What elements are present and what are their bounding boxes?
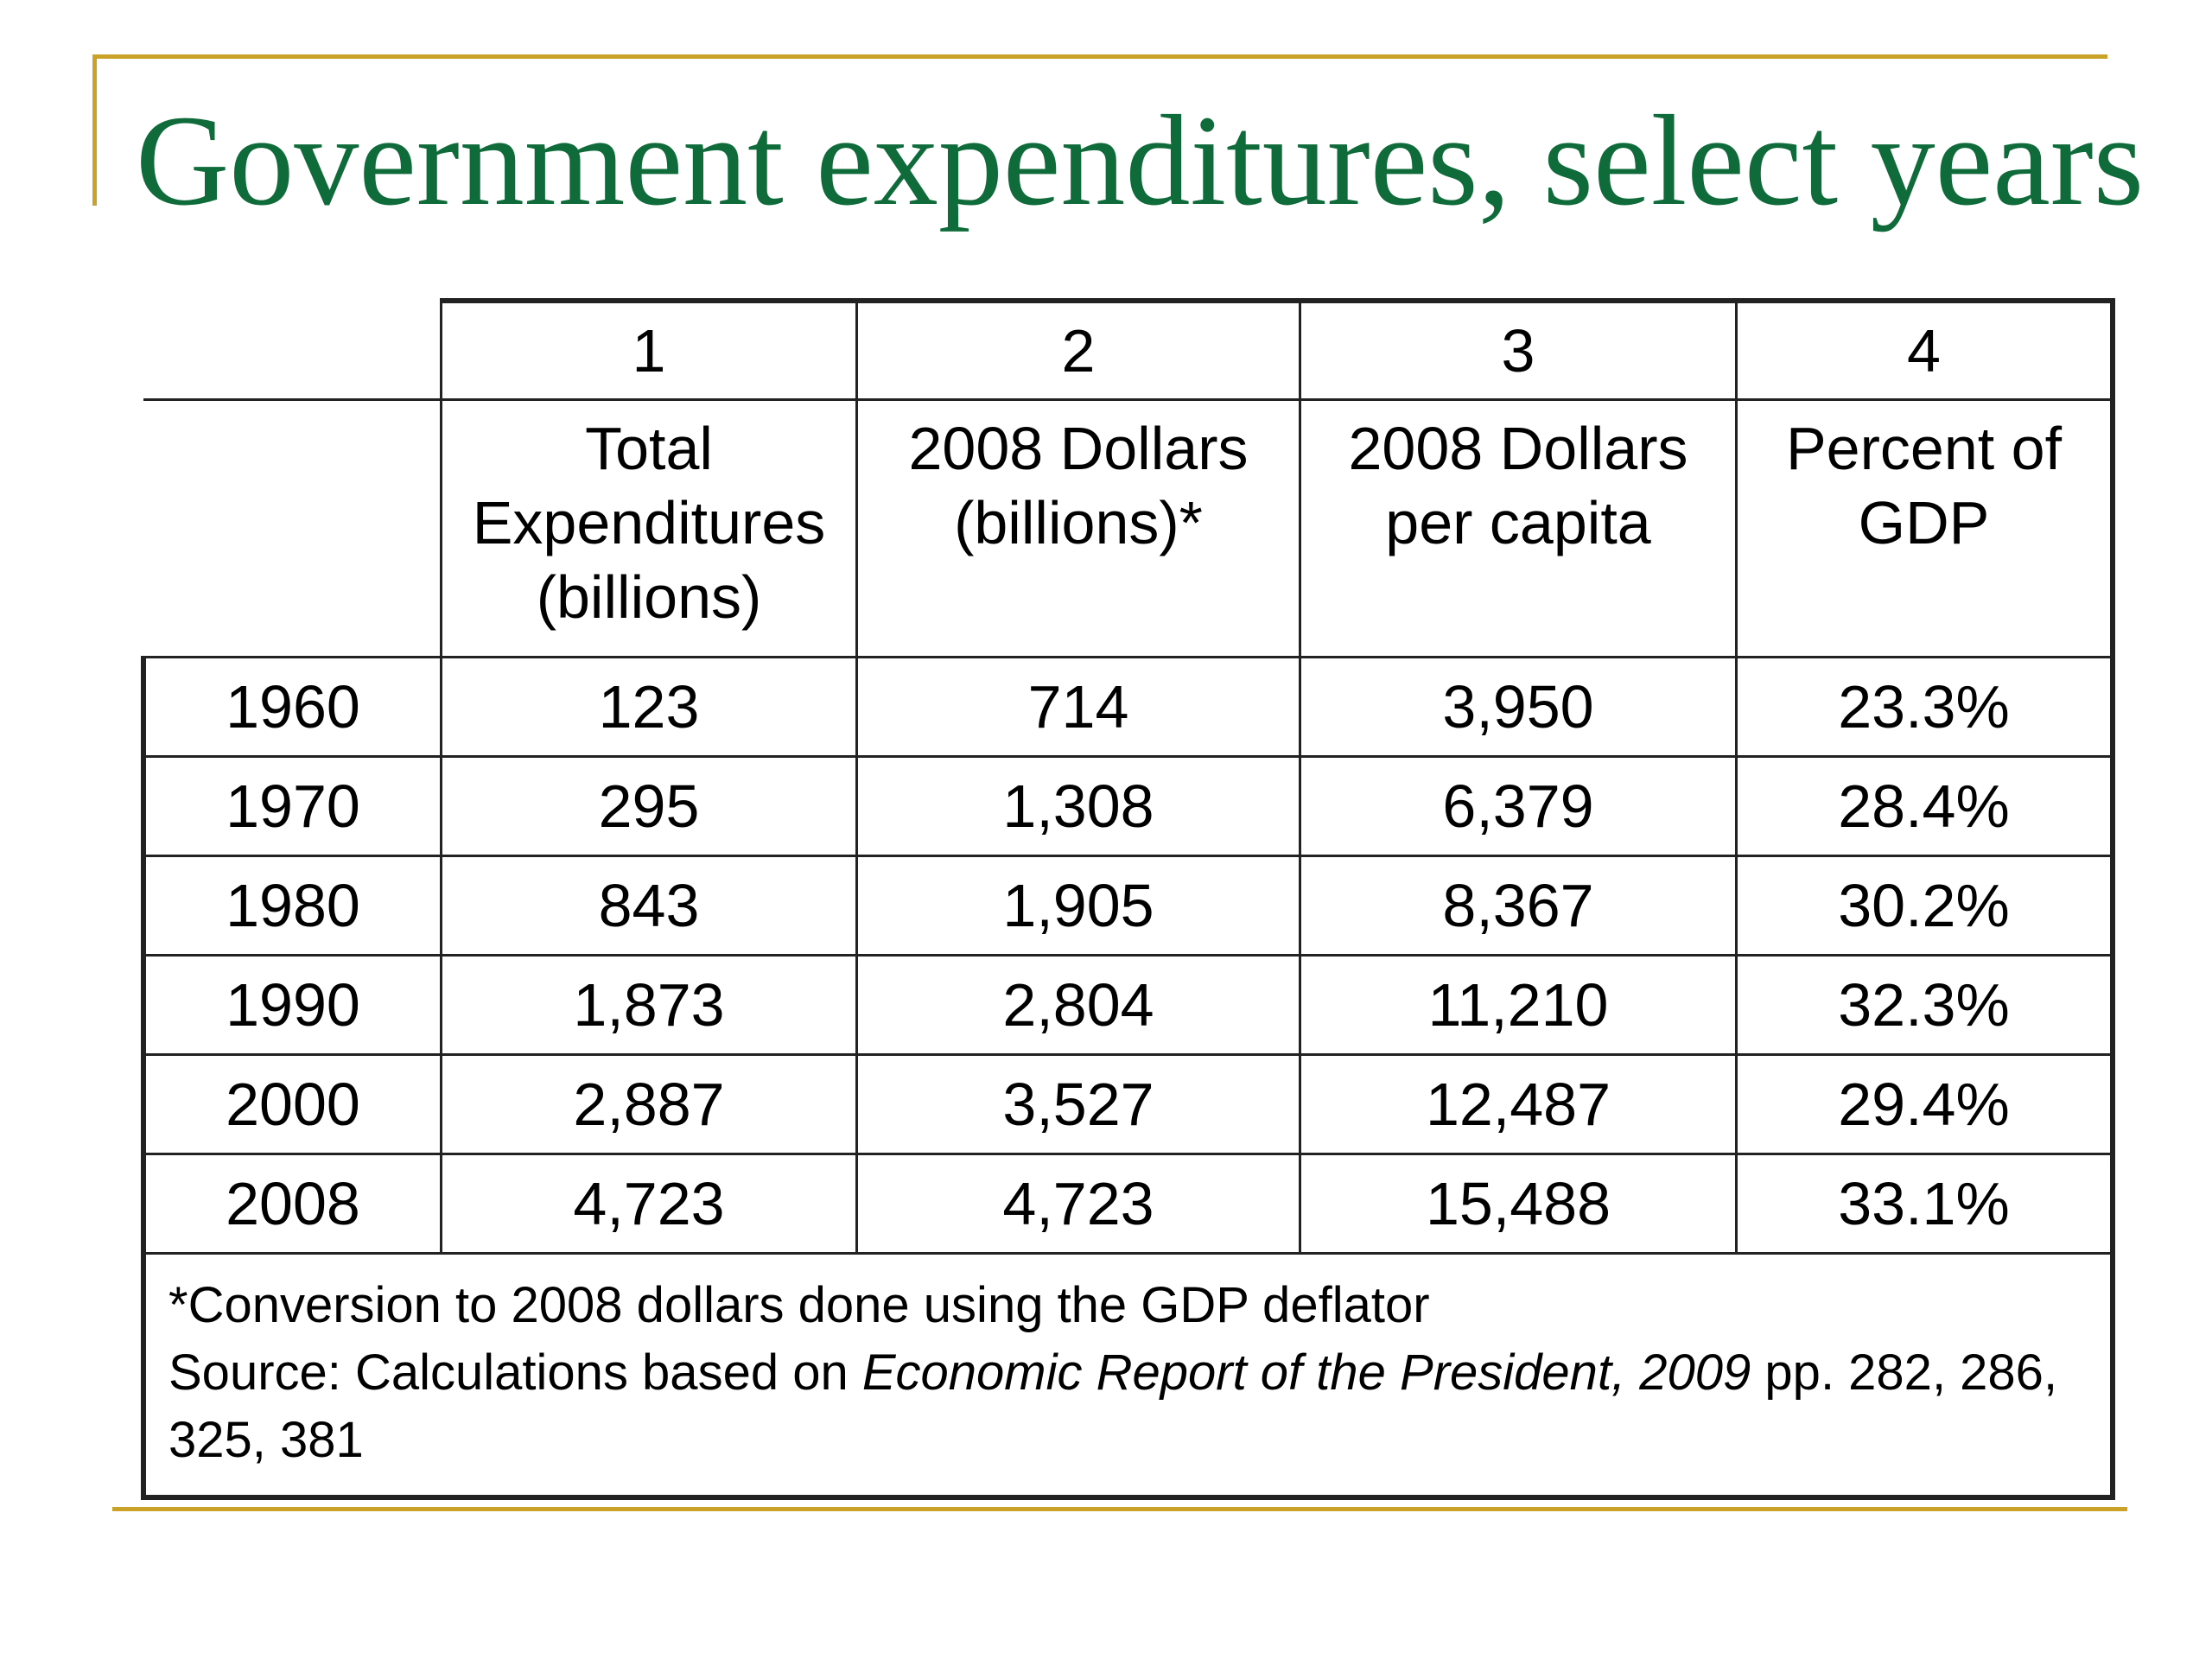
column-label-2008-dollars: 2008 Dollars (billions)* [855, 398, 1301, 658]
column-label-line: (billions)* [954, 489, 1203, 556]
per-capita-cell: 6,379 [1299, 755, 1738, 857]
column-label-line: Expenditures [472, 489, 826, 556]
table-row: 1980 843 1,905 8,367 30.2% [141, 855, 2115, 957]
total-cell: 2,887 [440, 1053, 858, 1155]
year-cell: 2000 [141, 1053, 442, 1155]
table-row: 1960 123 714 3,950 23.3% [141, 656, 2115, 758]
total-cell: 1,873 [440, 954, 858, 1056]
column-number-row: 1 2 3 4 [143, 298, 2115, 401]
footnote-row: *Conversion to 2008 dollars done using t… [141, 1252, 2115, 1500]
column-label-line: (billions) [536, 563, 762, 631]
dollars-2008-cell: 2,804 [855, 954, 1301, 1056]
column-label-total: Total Expenditures (billions) [440, 398, 858, 658]
column-number: 1 [440, 298, 858, 401]
column-label-line: per capita [1385, 489, 1651, 556]
per-capita-cell: 12,487 [1299, 1053, 1738, 1155]
column-label-percent-gdp: Percent of GDP [1735, 398, 2115, 658]
column-label-line: GDP [1858, 489, 1990, 556]
column-number: 4 [1735, 298, 2115, 401]
corner-cell [143, 399, 442, 658]
percent-gdp-cell: 33.1% [1735, 1153, 2115, 1255]
total-cell: 843 [440, 855, 858, 957]
year-cell: 2008 [141, 1153, 442, 1255]
total-cell: 4,723 [440, 1153, 858, 1255]
source-prefix: Source: Calculations based on [168, 1344, 862, 1401]
year-cell: 1980 [141, 855, 442, 957]
percent-gdp-cell: 23.3% [1735, 656, 2115, 758]
table-row: 1990 1,873 2,804 11,210 32.3% [141, 954, 2115, 1056]
per-capita-cell: 8,367 [1299, 855, 1738, 957]
column-label-line: Percent of [1785, 415, 2063, 482]
bottom-rule [112, 1507, 2127, 1511]
column-label-row: Total Expenditures (billions) 2008 Dolla… [143, 398, 2115, 658]
total-cell: 123 [440, 656, 858, 758]
year-cell: 1970 [141, 755, 442, 857]
corner-cell [143, 301, 442, 401]
column-number: 2 [855, 298, 1301, 401]
left-rule [92, 54, 97, 206]
top-rule [92, 54, 2107, 59]
footnote-cell: *Conversion to 2008 dollars done using t… [141, 1252, 2115, 1500]
column-number: 3 [1299, 298, 1738, 401]
dollars-2008-cell: 1,905 [855, 855, 1301, 957]
source-title: Economic Report of the President, 2009 [861, 1344, 1751, 1401]
column-label-line: 2008 Dollars [1348, 415, 1688, 482]
percent-gdp-cell: 32.3% [1735, 954, 2115, 1056]
column-label-line: Total [585, 415, 713, 482]
dollars-2008-cell: 1,308 [855, 755, 1301, 857]
column-label-per-capita: 2008 Dollars per capita [1299, 398, 1738, 658]
slide-title: Government expenditures, select years [136, 89, 2145, 232]
per-capita-cell: 3,950 [1299, 656, 1738, 758]
year-cell: 1960 [141, 656, 442, 758]
per-capita-cell: 15,488 [1299, 1153, 1738, 1255]
dollars-2008-cell: 4,723 [855, 1153, 1301, 1255]
column-label-line: 2008 Dollars [908, 415, 1249, 482]
conversion-note: *Conversion to 2008 dollars done using t… [168, 1277, 1430, 1333]
source-pages: pp. 282, 286, 325, 381 [168, 1344, 2058, 1468]
year-cell: 1990 [141, 954, 442, 1056]
per-capita-cell: 11,210 [1299, 954, 1738, 1056]
percent-gdp-cell: 28.4% [1735, 755, 2115, 857]
expenditures-table: 1 2 3 4 Total Expenditures (billions) 20… [141, 298, 2115, 1500]
dollars-2008-cell: 714 [855, 656, 1301, 758]
source-note: Source: Calculations based on Economic R… [168, 1344, 2057, 1468]
dollars-2008-cell: 3,527 [855, 1053, 1301, 1155]
table-row: 2000 2,887 3,527 12,487 29.4% [141, 1053, 2115, 1155]
table-row: 2008 4,723 4,723 15,488 33.1% [141, 1153, 2115, 1255]
percent-gdp-cell: 29.4% [1735, 1053, 2115, 1155]
percent-gdp-cell: 30.2% [1735, 855, 2115, 957]
total-cell: 295 [440, 755, 858, 857]
table-row: 1970 295 1,308 6,379 28.4% [141, 755, 2115, 857]
